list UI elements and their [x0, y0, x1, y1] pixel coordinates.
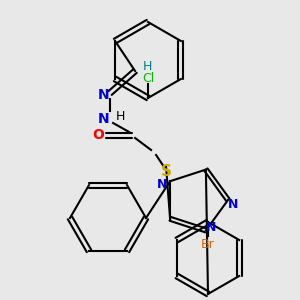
Text: O: O	[92, 128, 104, 142]
Text: N: N	[228, 199, 238, 212]
Text: N: N	[157, 178, 167, 191]
Text: Br: Br	[201, 238, 215, 250]
Text: N: N	[97, 112, 109, 126]
Text: H: H	[142, 61, 152, 74]
Text: N: N	[97, 88, 109, 102]
Text: Cl: Cl	[142, 71, 154, 85]
Text: S: S	[160, 164, 172, 178]
Text: H: H	[116, 110, 125, 124]
Text: N: N	[206, 221, 216, 234]
